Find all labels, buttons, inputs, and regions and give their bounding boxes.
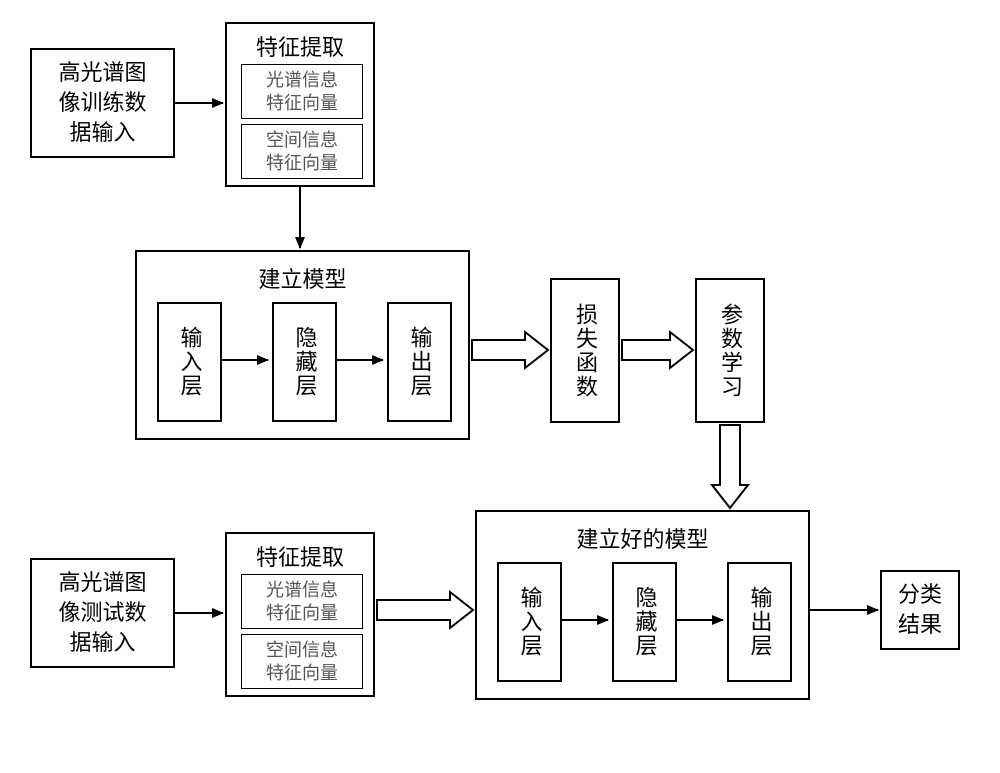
param-label: 参数学习	[714, 303, 746, 399]
trained-model-hidden-layer: 隐藏层	[612, 562, 677, 682]
hollow-arrow-loss-to-param	[622, 332, 693, 368]
trained-input-label: 输入层	[514, 586, 546, 658]
trained-hidden-label: 隐藏层	[629, 586, 661, 658]
build-model-title: 建立模型	[137, 262, 468, 294]
node-feature-extract-2: 特征提取 光谱信息 特征向量 空间信息 特征向量	[225, 532, 375, 697]
node-trained-model: 建立好的模型 输入层 隐藏层 输出层	[475, 510, 810, 700]
node-build-model: 建立模型 输入层 隐藏层 输出层	[135, 250, 470, 440]
feat1-sub1: 光谱信息 特征向量	[241, 64, 363, 119]
node-loss: 损失函数	[550, 278, 620, 423]
node-train-input: 高光谱图 像训练数 据输入	[30, 48, 175, 158]
hollow-arrow-feat2-to-trained	[377, 592, 473, 628]
feat2-sub1: 光谱信息 特征向量	[241, 574, 363, 629]
node-test-input: 高光谱图 像测试数 据输入	[30, 558, 175, 668]
train-input-label: 高光谱图 像训练数 据输入	[58, 58, 146, 147]
feat2-sub2: 空间信息 特征向量	[241, 634, 363, 689]
trained-model-output-layer: 输出层	[727, 562, 792, 682]
build-input-label: 输入层	[174, 326, 206, 398]
node-result: 分类 结果	[880, 570, 960, 650]
trained-model-title: 建立好的模型	[477, 522, 808, 554]
build-output-label: 输出层	[404, 326, 436, 398]
node-feature-extract-1: 特征提取 光谱信息 特征向量 空间信息 特征向量	[225, 22, 375, 187]
build-model-hidden-layer: 隐藏层	[272, 302, 337, 422]
feat1-sub2: 空间信息 特征向量	[241, 124, 363, 179]
hollow-arrow-build-to-loss	[472, 332, 548, 368]
node-param-learn: 参数学习	[695, 278, 765, 423]
feat1-title: 特征提取	[227, 30, 373, 62]
hollow-arrow-param-to-trained	[712, 425, 748, 508]
build-model-output-layer: 输出层	[387, 302, 452, 422]
test-input-label: 高光谱图 像测试数 据输入	[58, 568, 146, 657]
build-model-input-layer: 输入层	[157, 302, 222, 422]
trained-model-input-layer: 输入层	[497, 562, 562, 682]
trained-output-label: 输出层	[744, 586, 776, 658]
result-label: 分类 结果	[898, 580, 942, 639]
flowchart-canvas: 高光谱图 像训练数 据输入 特征提取 光谱信息 特征向量 空间信息 特征向量 建…	[0, 0, 1000, 773]
loss-label: 损失函数	[569, 303, 601, 399]
build-hidden-label: 隐藏层	[289, 326, 321, 398]
feat2-title: 特征提取	[227, 540, 373, 572]
